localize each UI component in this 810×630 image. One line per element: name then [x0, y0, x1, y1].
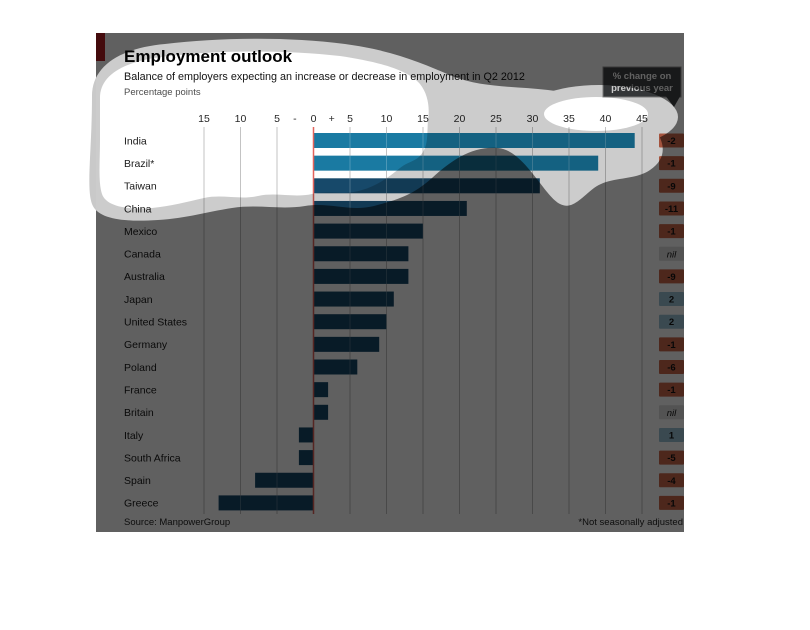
cloud-fringe-spill	[89, 38, 663, 221]
